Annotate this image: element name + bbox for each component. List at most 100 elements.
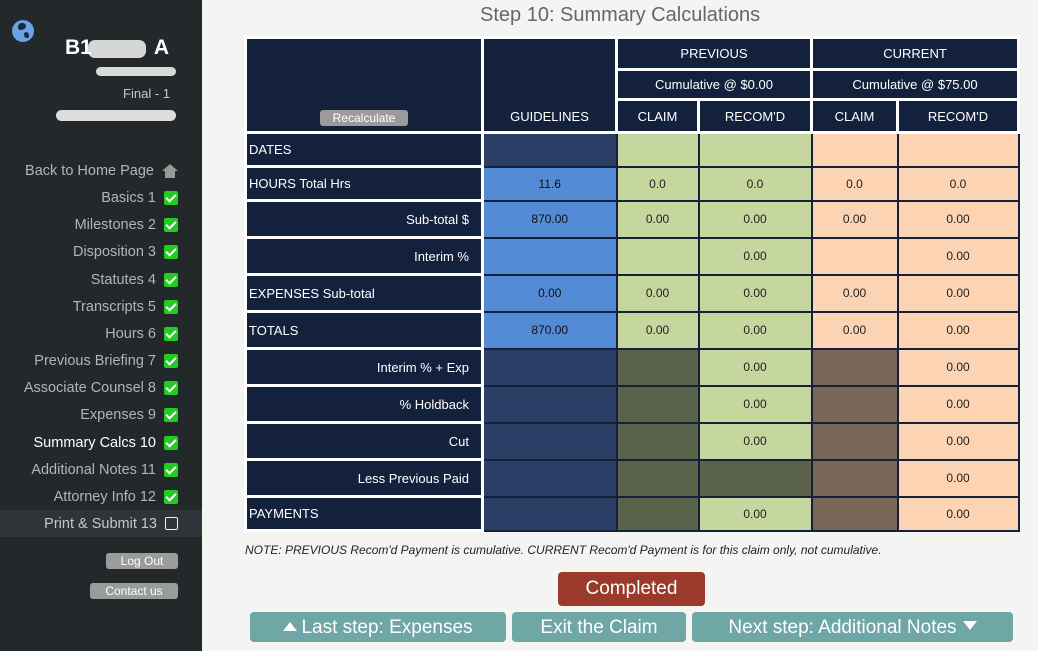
exit-claim-button[interactable]: Exit the Claim <box>512 612 686 642</box>
nav-label: Associate Counsel 8 <box>23 379 156 396</box>
cur-claim-cell <box>810 495 899 532</box>
prev-claim-cell <box>615 236 700 276</box>
cur-claim-cell <box>810 131 899 168</box>
cur-claim-cell: 0.00 <box>810 273 899 313</box>
guidelines-cell <box>481 236 618 276</box>
cur-recomd-cell: 0.00 <box>896 273 1020 313</box>
cur-recomd-cell: 0.00 <box>896 458 1020 498</box>
nav-label: Previous Briefing 7 <box>34 352 156 369</box>
nav-additional-notes[interactable]: Additional Notes 11 <box>0 456 202 483</box>
prev-recomd-cell: 0.00 <box>697 421 813 461</box>
checkmark-icon <box>164 435 178 450</box>
nav-summary-calcs[interactable]: Summary Calcs 10 <box>0 429 202 456</box>
nav-label: Transcripts 5 <box>72 298 156 315</box>
row-label: PAYMENTS <box>244 495 484 532</box>
table-row: PAYMENTS 0.00 0.00 <box>244 495 1020 532</box>
prev-claim-cell: 0.00 <box>615 310 700 350</box>
guidelines-cell: 11.6 <box>481 165 618 202</box>
nav-previous-briefing[interactable]: Previous Briefing 7 <box>0 347 202 374</box>
contact-button[interactable]: Contact us <box>90 583 178 599</box>
guidelines-cell: 0.00 <box>481 273 618 313</box>
nav-back-home[interactable]: Back to Home Page <box>0 157 202 184</box>
table-note: NOTE: PREVIOUS Recom'd Payment is cumula… <box>245 543 882 557</box>
redacted-line <box>56 110 176 121</box>
checkmark-icon <box>164 353 178 368</box>
table-row: TOTALS 870.00 0.00 0.00 0.00 0.00 <box>244 310 1020 350</box>
guidelines-cell <box>481 131 618 168</box>
cur-claim-cell <box>810 421 899 461</box>
nav-statutes[interactable]: Statutes 4 <box>0 266 202 293</box>
last-step-button[interactable]: Last step: Expenses <box>250 612 506 642</box>
next-step-button[interactable]: Next step: Additional Notes <box>692 612 1013 642</box>
table-row: Interim % + Exp 0.00 0.00 <box>244 347 1020 387</box>
checkmark-icon <box>164 272 178 287</box>
cur-recomd-cell: 0.00 <box>896 384 1020 424</box>
nav-label: Disposition 3 <box>72 243 156 260</box>
prev-claim-cell: 0.00 <box>615 273 700 313</box>
nav-attorney-info[interactable]: Attorney Info 12 <box>0 483 202 510</box>
last-step-label: Last step: Expenses <box>301 617 473 638</box>
nav-print-submit[interactable]: Print & Submit 13 <box>0 510 202 537</box>
table-row: Sub-total $ 870.00 0.00 0.00 0.00 0.00 <box>244 199 1020 239</box>
cur-recomd-cell: 0.00 <box>896 421 1020 461</box>
nav-label: Basics 1 <box>101 189 156 206</box>
cur-recomd-cell: 0.00 <box>896 495 1020 532</box>
caret-up-icon <box>283 622 298 631</box>
table-row: DATES <box>244 131 1020 168</box>
guidelines-header: GUIDELINES <box>481 36 618 134</box>
guidelines-cell: 870.00 <box>481 199 618 239</box>
row-label: Interim % <box>244 236 484 276</box>
current-header: CURRENT <box>810 36 1020 71</box>
prev-recomd-cell: 0.00 <box>697 347 813 387</box>
nav-hours[interactable]: Hours 6 <box>0 320 202 347</box>
nav-associate-counsel[interactable]: Associate Counsel 8 <box>0 374 202 401</box>
nav-expenses[interactable]: Expenses 9 <box>0 401 202 428</box>
logout-button[interactable]: Log Out <box>106 553 178 569</box>
nav-milestones[interactable]: Milestones 2 <box>0 211 202 238</box>
prev-recomd-cell: 0.00 <box>697 199 813 239</box>
checkbox-icon <box>165 517 178 530</box>
cur-claim-cell <box>810 236 899 276</box>
prev-claim-cell <box>615 347 700 387</box>
recalculate-button[interactable]: Recalculate <box>319 110 409 126</box>
checkmark-icon <box>164 326 178 341</box>
client-name: B1 A <box>65 36 169 60</box>
row-label: % Holdback <box>244 384 484 424</box>
globe-icon <box>12 20 34 42</box>
row-label: HOURS Total Hrs <box>244 165 484 202</box>
prev-recomd-cell: 0.00 <box>697 273 813 313</box>
prev-recomd-header: RECOM'D <box>697 98 813 134</box>
next-step-label: Next step: Additional Notes <box>728 617 957 638</box>
prev-claim-cell <box>615 421 700 461</box>
prev-recomd-cell <box>697 458 813 498</box>
guidelines-cell <box>481 384 618 424</box>
nav-label: Additional Notes 11 <box>31 461 156 478</box>
prev-claim-cell <box>615 495 700 532</box>
cur-claim-cell <box>810 384 899 424</box>
guidelines-cell <box>481 421 618 461</box>
prev-claim-cell: 0.00 <box>615 199 700 239</box>
row-label: TOTALS <box>244 310 484 350</box>
redacted-subtitle <box>96 67 176 76</box>
table-row: EXPENSES Sub-total 0.00 0.00 0.00 0.00 0… <box>244 273 1020 313</box>
row-label: Cut <box>244 421 484 461</box>
prev-claim-header: CLAIM <box>615 98 700 134</box>
row-label: Interim % + Exp <box>244 347 484 387</box>
cur-claim-cell: 0.00 <box>810 310 899 350</box>
checkmark-icon <box>164 380 178 395</box>
completed-button[interactable]: Completed <box>558 572 705 606</box>
prev-recomd-cell: 0.0 <box>697 165 813 202</box>
cur-recomd-header: RECOM'D <box>896 98 1020 134</box>
nav-label: Back to Home Page <box>25 162 154 179</box>
checkmark-icon <box>164 217 178 232</box>
prev-claim-cell <box>615 131 700 168</box>
prev-claim-cell <box>615 458 700 498</box>
table-row: Interim % 0.00 0.00 <box>244 236 1020 276</box>
guidelines-cell <box>481 347 618 387</box>
nav-basics[interactable]: Basics 1 <box>0 184 202 211</box>
nav-disposition[interactable]: Disposition 3 <box>0 238 202 265</box>
nav-label: Hours 6 <box>105 325 156 342</box>
nav-transcripts[interactable]: Transcripts 5 <box>0 293 202 320</box>
cur-recomd-cell: 0.0 <box>896 165 1020 202</box>
prev-recomd-cell: 0.00 <box>697 495 813 532</box>
